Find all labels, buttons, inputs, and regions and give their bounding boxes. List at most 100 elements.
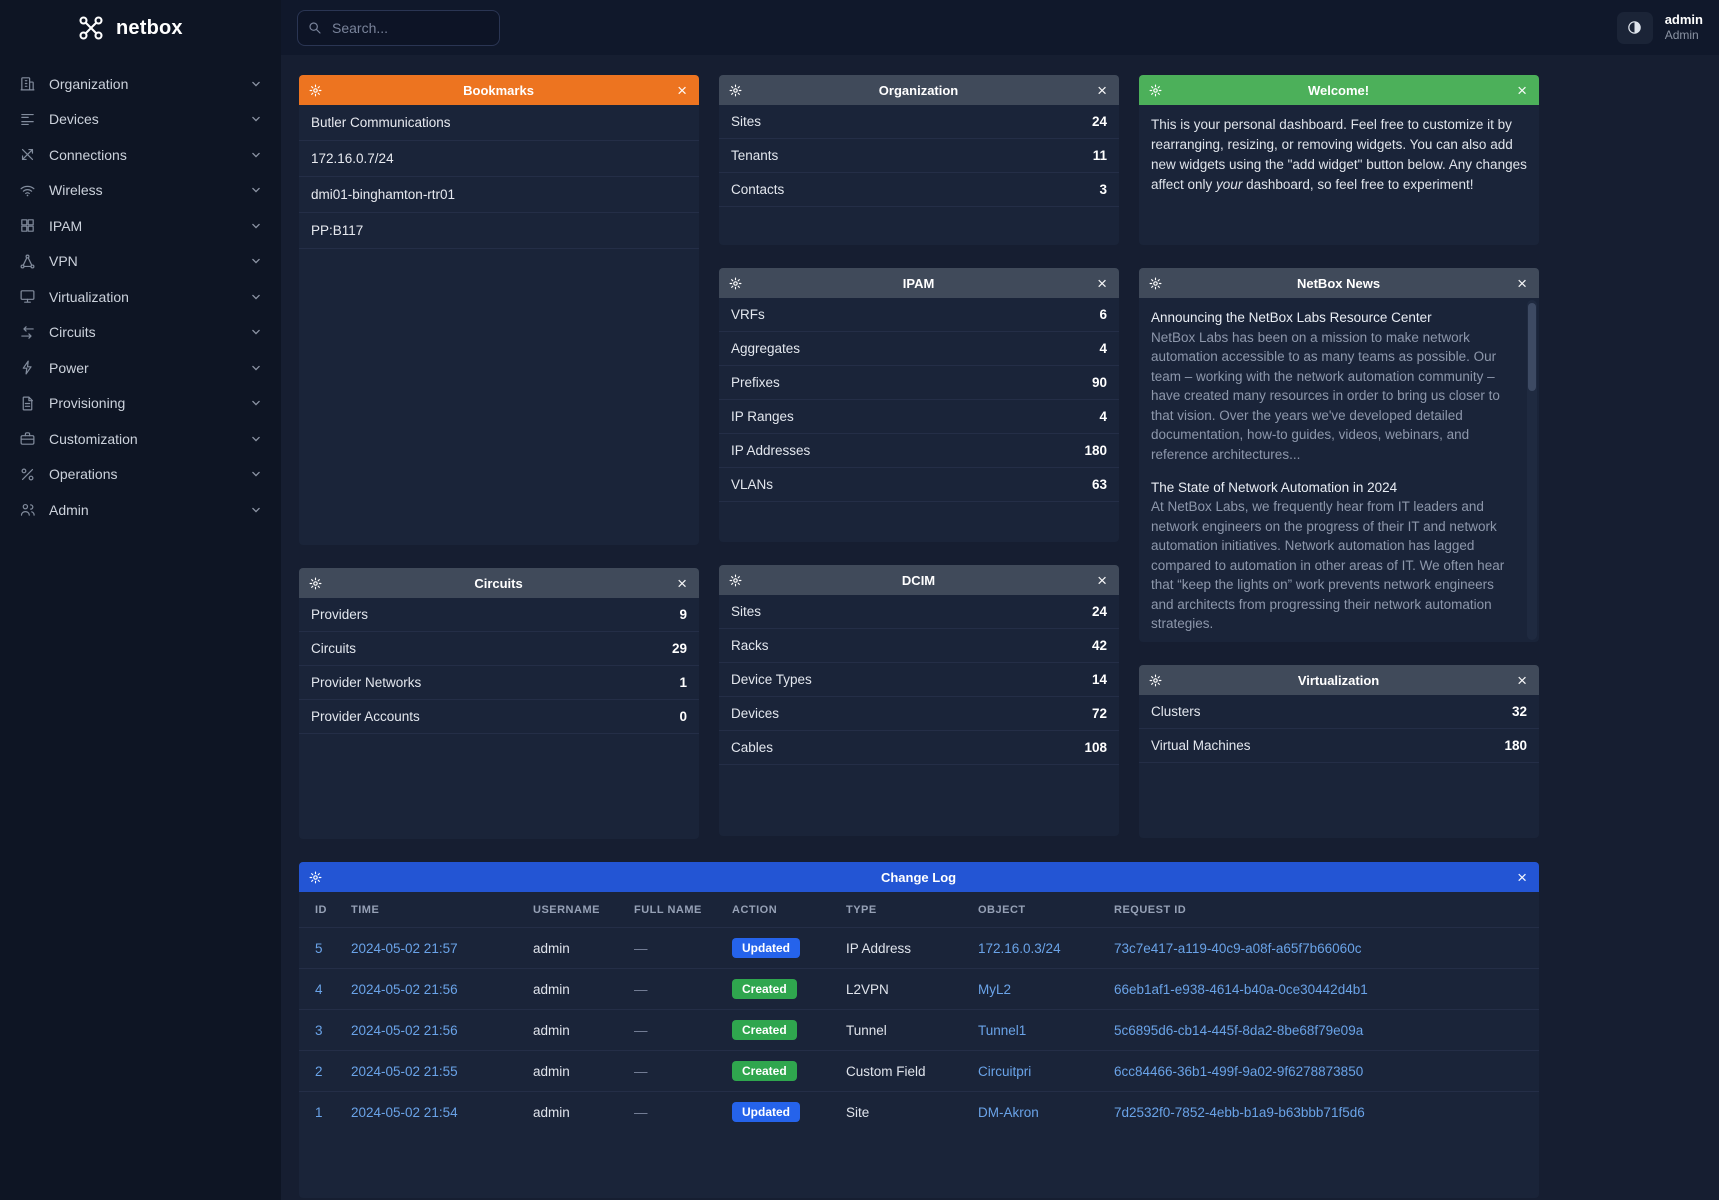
stat-label[interactable]: Sites — [731, 114, 762, 129]
sidebar-item-operations[interactable]: Operations — [0, 457, 281, 493]
theme-toggle-button[interactable] — [1616, 11, 1653, 44]
news-article-title[interactable]: Announcing the NetBox Labs Resource Cent… — [1151, 310, 1432, 325]
bookmark-link[interactable]: PP:B117 — [299, 213, 699, 249]
stat-label[interactable]: IP Addresses — [731, 443, 811, 458]
sidebar-item-virtualization[interactable]: Virtualization — [0, 279, 281, 315]
stat-value[interactable]: 90 — [1091, 375, 1107, 390]
changelog-time-link[interactable]: 2024-05-02 21:55 — [351, 1063, 458, 1079]
changelog-request-id-link[interactable]: 7d2532f0-7852-4ebb-b1a9-b63bbb71f5d6 — [1114, 1104, 1365, 1120]
changelog-object-link[interactable]: Circuitpri — [978, 1063, 1032, 1079]
bookmark-link[interactable]: dmi01-binghamton-rtr01 — [299, 177, 699, 213]
close-icon[interactable]: × — [1517, 273, 1527, 293]
stat-label[interactable]: Aggregates — [731, 341, 801, 356]
stat-value[interactable]: 29 — [671, 641, 687, 656]
changelog-request-id-link[interactable]: 6cc84466-36b1-499f-9a02-9f6278873850 — [1114, 1063, 1364, 1079]
close-icon[interactable]: × — [1517, 867, 1527, 887]
stat-value[interactable]: 180 — [1504, 738, 1527, 753]
scrollbar-track[interactable] — [1527, 300, 1537, 640]
stat-value[interactable]: 3 — [1099, 182, 1107, 197]
close-icon[interactable]: × — [1097, 570, 1107, 590]
sidebar-item-power[interactable]: Power — [0, 350, 281, 386]
gear-icon[interactable] — [729, 574, 742, 587]
news-article-title[interactable]: The State of Network Automation in 2024 — [1151, 479, 1398, 495]
stat-label[interactable]: Provider Accounts — [311, 709, 420, 724]
sidebar-item-circuits[interactable]: Circuits — [0, 315, 281, 351]
changelog-object-link[interactable]: 172.16.0.3/24 — [978, 940, 1061, 956]
changelog-request-id-link[interactable]: 66eb1af1-e938-4614-b40a-0ce30442d4b1 — [1114, 981, 1368, 997]
changelog-id-link[interactable]: 5 — [315, 940, 323, 956]
stat-value[interactable]: 11 — [1092, 148, 1107, 163]
stat-value[interactable]: 1 — [679, 675, 687, 690]
stat-label[interactable]: Sites — [731, 604, 762, 619]
gear-icon[interactable] — [1149, 277, 1162, 290]
close-icon[interactable]: × — [1097, 273, 1107, 293]
close-icon[interactable]: × — [677, 80, 687, 100]
stat-label[interactable]: Providers — [311, 607, 369, 622]
stat-value[interactable]: 42 — [1091, 638, 1107, 653]
changelog-request-id-link[interactable]: 73c7e417-a119-40c9-a08f-a65f7b66060c — [1114, 940, 1362, 956]
stat-label[interactable]: Clusters — [1151, 704, 1201, 719]
gear-icon[interactable] — [1149, 84, 1162, 97]
close-icon[interactable]: × — [1517, 670, 1527, 690]
stat-value[interactable]: 0 — [679, 709, 687, 724]
stat-value[interactable]: 32 — [1511, 704, 1527, 719]
changelog-object-link[interactable]: MyL2 — [978, 981, 1012, 997]
changelog-id-link[interactable]: 3 — [315, 1022, 323, 1038]
sidebar-item-ipam[interactable]: IPAM — [0, 208, 281, 244]
changelog-object-link[interactable]: Tunnel1 — [978, 1022, 1027, 1038]
sidebar-item-devices[interactable]: Devices — [0, 102, 281, 138]
stat-label[interactable]: Device Types — [731, 672, 812, 687]
user-menu[interactable]: admin Admin — [1665, 12, 1703, 43]
stat-value[interactable]: 9 — [679, 607, 687, 622]
stat-value[interactable]: 24 — [1091, 114, 1107, 129]
stat-value[interactable]: 14 — [1091, 672, 1107, 687]
scrollbar-thumb[interactable] — [1528, 303, 1536, 391]
stat-label[interactable]: Prefixes — [731, 375, 780, 390]
stat-value[interactable]: 108 — [1084, 740, 1107, 755]
sidebar-item-admin[interactable]: Admin — [0, 492, 281, 528]
stat-value[interactable]: 72 — [1091, 706, 1107, 721]
sidebar-item-wireless[interactable]: Wireless — [0, 173, 281, 209]
stat-label[interactable]: VLANs — [731, 477, 774, 492]
stat-value[interactable]: 24 — [1091, 604, 1107, 619]
gear-icon[interactable] — [309, 84, 322, 97]
stat-value[interactable]: 4 — [1099, 409, 1107, 424]
netbox-logo[interactable]: netbox — [0, 0, 281, 56]
changelog-time-link[interactable]: 2024-05-02 21:56 — [351, 1022, 458, 1038]
changelog-time-link[interactable]: 2024-05-02 21:54 — [351, 1104, 458, 1120]
sidebar-item-vpn[interactable]: VPN — [0, 244, 281, 280]
gear-icon[interactable] — [729, 277, 742, 290]
close-icon[interactable]: × — [1097, 80, 1107, 100]
changelog-object-link[interactable]: DM-Akron — [978, 1104, 1039, 1120]
gear-icon[interactable] — [1149, 674, 1162, 687]
stat-label[interactable]: Tenants — [731, 148, 779, 163]
changelog-id-link[interactable]: 2 — [315, 1063, 323, 1079]
gear-icon[interactable] — [309, 871, 322, 884]
sidebar-item-organization[interactable]: Organization — [0, 66, 281, 102]
sidebar-item-provisioning[interactable]: Provisioning — [0, 386, 281, 422]
stat-value[interactable]: 180 — [1084, 443, 1107, 458]
bookmark-link[interactable]: Butler Communications — [299, 105, 699, 141]
bookmark-link[interactable]: 172.16.0.7/24 — [299, 141, 699, 177]
stat-label[interactable]: Contacts — [731, 182, 785, 197]
stat-label[interactable]: Virtual Machines — [1151, 738, 1251, 753]
close-icon[interactable]: × — [677, 573, 687, 593]
changelog-time-link[interactable]: 2024-05-02 21:56 — [351, 981, 458, 997]
stat-value[interactable]: 4 — [1099, 341, 1107, 356]
close-icon[interactable]: × — [1517, 80, 1527, 100]
changelog-request-id-link[interactable]: 5c6895d6-cb14-445f-8da2-8be68f79e09a — [1114, 1022, 1364, 1038]
search-input[interactable] — [297, 9, 500, 46]
stat-label[interactable]: Racks — [731, 638, 769, 653]
stat-label[interactable]: Circuits — [311, 641, 357, 656]
stat-label[interactable]: Cables — [731, 740, 774, 755]
stat-value[interactable]: 63 — [1091, 477, 1107, 492]
sidebar-item-customization[interactable]: Customization — [0, 421, 281, 457]
gear-icon[interactable] — [309, 577, 322, 590]
stat-value[interactable]: 6 — [1099, 307, 1107, 322]
stat-label[interactable]: VRFs — [731, 307, 765, 322]
stat-label[interactable]: IP Ranges — [731, 409, 794, 424]
stat-label[interactable]: Provider Networks — [311, 675, 422, 690]
changelog-id-link[interactable]: 1 — [315, 1104, 323, 1120]
changelog-time-link[interactable]: 2024-05-02 21:57 — [351, 940, 458, 956]
stat-label[interactable]: Devices — [731, 706, 780, 721]
